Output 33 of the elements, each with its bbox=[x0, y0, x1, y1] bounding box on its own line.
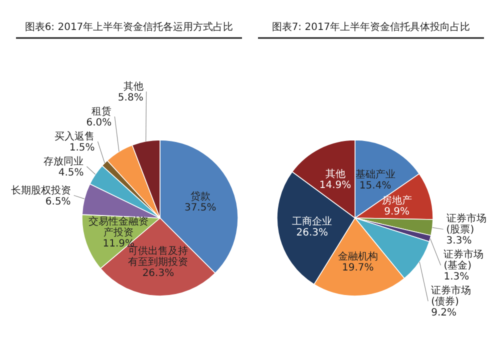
slice-label: 交易性金融资产投资 bbox=[88, 216, 149, 239]
data-label: 9.2% bbox=[431, 308, 456, 319]
data-label: 19.7% bbox=[342, 262, 374, 274]
chart-title: 图表6: 2017年上半年资金信托各运用方式占比 bbox=[24, 21, 234, 33]
slice-label: 证券市场(基金) bbox=[444, 248, 484, 272]
slice-label: 工商企业 bbox=[292, 215, 332, 228]
data-label: 37.5% bbox=[184, 202, 216, 214]
slice-label: 其他 bbox=[325, 168, 346, 180]
slice-label: 存放同业 bbox=[44, 156, 84, 168]
data-label: 26.3% bbox=[296, 227, 328, 238]
slice-label: 金融机构 bbox=[338, 250, 378, 263]
data-label: 5.8% bbox=[118, 92, 144, 104]
data-label: 14.9% bbox=[319, 180, 352, 192]
data-label: 6.5% bbox=[45, 196, 71, 208]
data-label: 1.3% bbox=[444, 272, 470, 283]
data-label: 3.3% bbox=[446, 236, 472, 247]
slice-label: 长期股权投资 bbox=[10, 184, 71, 196]
slice-label: 买入返售 bbox=[54, 130, 95, 143]
slice-label: 其他 bbox=[123, 80, 144, 93]
slice-label: 基础产业 bbox=[355, 168, 396, 180]
slice-label: 证券市场(债券) bbox=[431, 284, 472, 308]
data-label: 4.5% bbox=[58, 168, 84, 179]
slice-label: 证券市场(股票) bbox=[446, 212, 486, 236]
data-label: 6.0% bbox=[86, 118, 112, 129]
chart-title: 图表7: 2017年上半年资金信托具体投向占比 bbox=[272, 21, 470, 33]
data-label: 1.5% bbox=[69, 142, 95, 154]
slice-label: 租赁 bbox=[92, 106, 112, 118]
slice-label: 可供出售及持有至到期投资 bbox=[128, 245, 188, 268]
slice-label: 贷款 bbox=[190, 190, 210, 202]
data-label: 9.9% bbox=[384, 206, 410, 218]
data-label: 15.4% bbox=[359, 180, 392, 192]
data-label: 26.3% bbox=[142, 268, 174, 280]
slice-label: 房地产 bbox=[382, 194, 412, 206]
